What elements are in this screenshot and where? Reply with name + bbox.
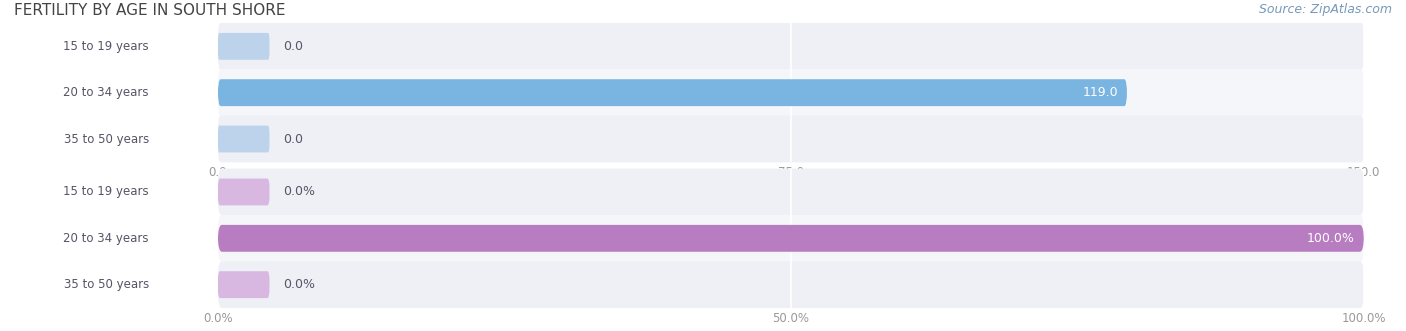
FancyBboxPatch shape xyxy=(218,215,1364,262)
FancyBboxPatch shape xyxy=(6,271,207,298)
FancyBboxPatch shape xyxy=(218,23,1364,70)
Text: 119.0: 119.0 xyxy=(1083,86,1118,99)
FancyBboxPatch shape xyxy=(218,125,270,153)
Text: 0.0%: 0.0% xyxy=(283,278,315,291)
Text: 0.0%: 0.0% xyxy=(283,185,315,199)
FancyBboxPatch shape xyxy=(6,225,207,252)
FancyBboxPatch shape xyxy=(218,116,1364,163)
FancyBboxPatch shape xyxy=(218,168,1364,215)
FancyBboxPatch shape xyxy=(218,178,270,206)
Text: 15 to 19 years: 15 to 19 years xyxy=(63,185,149,199)
FancyBboxPatch shape xyxy=(218,225,1364,252)
FancyBboxPatch shape xyxy=(218,271,270,298)
Text: 20 to 34 years: 20 to 34 years xyxy=(63,232,149,245)
FancyBboxPatch shape xyxy=(6,79,207,106)
FancyBboxPatch shape xyxy=(6,33,207,60)
Text: 100.0%: 100.0% xyxy=(1306,232,1354,245)
Text: FERTILITY BY AGE IN SOUTH SHORE: FERTILITY BY AGE IN SOUTH SHORE xyxy=(14,3,285,18)
Text: 35 to 50 years: 35 to 50 years xyxy=(63,278,149,291)
Text: 0.0: 0.0 xyxy=(283,132,304,146)
FancyBboxPatch shape xyxy=(218,69,1364,116)
FancyBboxPatch shape xyxy=(6,125,207,153)
FancyBboxPatch shape xyxy=(218,79,1128,106)
Text: 35 to 50 years: 35 to 50 years xyxy=(63,132,149,146)
FancyBboxPatch shape xyxy=(218,261,1364,308)
FancyBboxPatch shape xyxy=(6,178,207,206)
FancyBboxPatch shape xyxy=(218,33,270,60)
Text: 15 to 19 years: 15 to 19 years xyxy=(63,40,149,53)
Text: 0.0: 0.0 xyxy=(283,40,304,53)
Text: 20 to 34 years: 20 to 34 years xyxy=(63,86,149,99)
Text: Source: ZipAtlas.com: Source: ZipAtlas.com xyxy=(1258,3,1392,16)
